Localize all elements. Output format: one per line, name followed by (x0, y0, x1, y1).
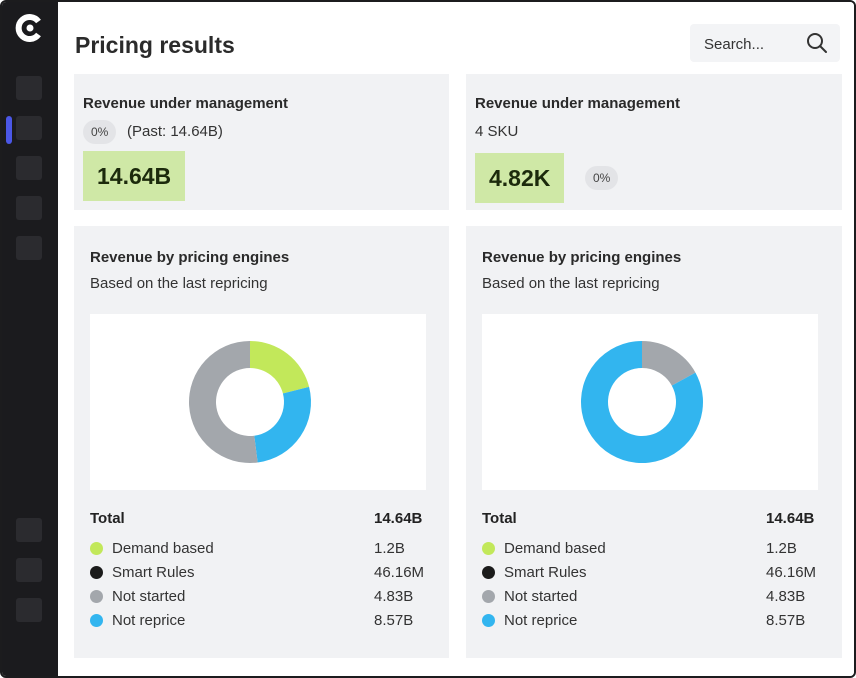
legend-value: 46.16M (374, 564, 425, 581)
legend-dot-green (482, 542, 495, 555)
total-value: 14.64B (374, 510, 423, 527)
engines-card-1: Revenue by pricing engines Based on the … (74, 226, 449, 658)
donut-slice-demand-based[interactable] (250, 341, 310, 394)
total-label: Total (482, 510, 517, 527)
legend-item: Not started 4.83B (482, 587, 822, 607)
total-label: Total (90, 510, 125, 527)
legend-dot-blue (90, 614, 103, 627)
legend-label: Not started (112, 588, 186, 605)
legend-label: Not reprice (112, 612, 186, 629)
revenue-card-2: Revenue under management 4 SKU 4.82K 0% (466, 74, 842, 210)
page-title: Pricing results (75, 32, 235, 58)
legend-label: Demand based (112, 540, 214, 557)
card-subtitle: Based on the last repricing (90, 275, 268, 292)
legend-value: 4.83B (766, 588, 806, 605)
legend-value: 1.2B (766, 540, 797, 557)
legend-value: 4.83B (374, 588, 414, 605)
legend-item: Not reprice 8.57B (482, 611, 822, 631)
legend-dot-green (90, 542, 103, 555)
card-title: Revenue by pricing engines (90, 249, 290, 266)
search-icon[interactable] (806, 32, 828, 54)
donut-chart-svg (188, 341, 311, 463)
donut-chart (482, 314, 818, 490)
app-logo-icon[interactable] (14, 12, 46, 44)
search-input[interactable]: Search... (704, 36, 765, 53)
legend-item: Not started 4.83B (90, 587, 430, 607)
donut-chart-svg (581, 341, 703, 463)
card-subtitle: Based on the last repricing (482, 275, 660, 292)
revenue-value: 4.82K (475, 153, 565, 203)
donut-chart (90, 314, 426, 490)
revenue-value: 14.64B (83, 151, 186, 201)
legend-value: 46.16M (766, 564, 817, 581)
card-title: Revenue by pricing engines (482, 249, 682, 266)
legend-item: Smart Rules 46.16M (90, 563, 430, 583)
sidebar-item-5[interactable] (16, 236, 42, 260)
donut-slice-not-reprice[interactable] (581, 341, 703, 463)
sku-count-text: 4 SKU (475, 123, 519, 140)
donut-slice-not-started[interactable] (642, 341, 696, 386)
legend-dot-blue (482, 614, 495, 627)
sidebar-active-indicator (6, 116, 12, 144)
engines-card-2: Revenue by pricing engines Based on the … (466, 226, 842, 658)
search-box[interactable]: Search... (690, 24, 840, 62)
sidebar-item-1[interactable] (16, 76, 42, 100)
legend-dot-black (482, 566, 495, 579)
legend-item: Not reprice 8.57B (90, 611, 430, 631)
sidebar-item-2[interactable] (16, 116, 42, 140)
sidebar (2, 2, 58, 676)
sidebar-item-7[interactable] (16, 558, 42, 582)
pct-change-badge: 0% (585, 166, 619, 190)
main-content: Pricing results Search... Revenue under … (58, 2, 854, 676)
legend-label: Smart Rules (504, 564, 587, 581)
legend-dot-grey (482, 590, 495, 603)
total-value: 14.64B (766, 510, 815, 527)
donut-slice-not-started[interactable] (188, 341, 258, 463)
legend-item: Demand based 1.2B (482, 539, 822, 559)
legend-label: Demand based (504, 540, 606, 557)
legend-item: Smart Rules 46.16M (482, 563, 822, 583)
sidebar-item-8[interactable] (16, 598, 42, 622)
legend-label: Not started (504, 588, 578, 605)
sidebar-item-3[interactable] (16, 156, 42, 180)
revenue-card-1: Revenue under management 0% (Past: 14.64… (74, 74, 449, 210)
legend-label: Not reprice (504, 612, 578, 629)
legend-dot-grey (90, 590, 103, 603)
legend-dot-black (90, 566, 103, 579)
legend-value: 1.2B (374, 540, 405, 557)
legend-label: Smart Rules (112, 564, 195, 581)
past-value-text: (Past: 14.64B) (127, 123, 223, 140)
sidebar-item-4[interactable] (16, 196, 42, 220)
legend-value: 8.57B (766, 612, 806, 629)
card-title: Revenue under management (475, 95, 681, 112)
card-title: Revenue under management (83, 95, 289, 112)
donut-slice-not-reprice[interactable] (254, 386, 311, 463)
sidebar-item-6[interactable] (16, 518, 42, 542)
pct-change-badge: 0% (83, 120, 117, 144)
legend-value: 8.57B (374, 612, 414, 629)
legend-item: Demand based 1.2B (90, 539, 430, 559)
